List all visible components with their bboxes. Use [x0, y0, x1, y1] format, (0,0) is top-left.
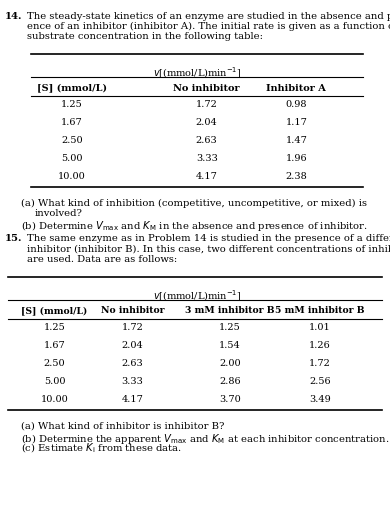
- Text: The steady-state kinetics of an enzyme are studied in the absence and pres-: The steady-state kinetics of an enzyme a…: [27, 12, 390, 21]
- Text: No inhibitor: No inhibitor: [101, 306, 164, 316]
- Text: 1.72: 1.72: [196, 101, 218, 110]
- Text: [S] (mmol/L): [S] (mmol/L): [37, 84, 107, 93]
- Text: (a) What kind of inhibitor is inhibitor B?: (a) What kind of inhibitor is inhibitor …: [21, 421, 225, 431]
- Text: 5 mM inhibitor B: 5 mM inhibitor B: [275, 306, 365, 316]
- Text: 15.: 15.: [5, 235, 22, 243]
- Text: 1.67: 1.67: [44, 341, 66, 350]
- Text: 14.: 14.: [5, 12, 22, 21]
- Text: 1.67: 1.67: [61, 119, 83, 128]
- Text: [S] (mmol/L): [S] (mmol/L): [21, 306, 88, 316]
- Text: 3.33: 3.33: [196, 154, 218, 163]
- Text: 2.63: 2.63: [196, 136, 218, 145]
- Text: 1.25: 1.25: [44, 323, 66, 333]
- Text: 5.00: 5.00: [61, 154, 83, 163]
- Text: 2.50: 2.50: [61, 136, 83, 145]
- Text: 2.38: 2.38: [285, 172, 307, 181]
- Text: 1.17: 1.17: [285, 119, 307, 128]
- Text: $v$[(mmol/L)min$^{-1}$]: $v$[(mmol/L)min$^{-1}$]: [153, 288, 241, 304]
- Text: 4.17: 4.17: [196, 172, 218, 181]
- Text: inhibitor (inhibitor B). In this case, two different concentrations of inhibitor: inhibitor (inhibitor B). In this case, t…: [27, 245, 390, 253]
- Text: 2.63: 2.63: [122, 359, 144, 368]
- Text: 2.04: 2.04: [122, 341, 144, 350]
- Text: 2.50: 2.50: [44, 359, 66, 368]
- Text: 1.96: 1.96: [285, 154, 307, 163]
- Text: 3.49: 3.49: [309, 395, 331, 404]
- Text: ence of an inhibitor (inhibitor A). The initial rate is given as a function of: ence of an inhibitor (inhibitor A). The …: [27, 22, 390, 31]
- Text: (a) What kind of inhibition (competitive, uncompetitive, or mixed) is: (a) What kind of inhibition (competitive…: [21, 199, 367, 208]
- Text: 1.25: 1.25: [219, 323, 241, 333]
- Text: $v$[(mmol/L)min$^{-1}$]: $v$[(mmol/L)min$^{-1}$]: [153, 66, 241, 81]
- Text: substrate concentration in the following table:: substrate concentration in the following…: [27, 32, 262, 41]
- Text: 1.01: 1.01: [309, 323, 331, 333]
- Text: 3.33: 3.33: [122, 377, 144, 386]
- Text: 2.00: 2.00: [219, 359, 241, 368]
- Text: 10.00: 10.00: [58, 172, 86, 181]
- Text: 2.04: 2.04: [196, 119, 218, 128]
- Text: 1.47: 1.47: [285, 136, 307, 145]
- Text: 3 mM inhibitor B: 3 mM inhibitor B: [185, 306, 275, 316]
- Text: 1.72: 1.72: [309, 359, 331, 368]
- Text: (b) Determine $V_\mathrm{max}$ and $K_\mathrm{M}$ in the absence and presence of: (b) Determine $V_\mathrm{max}$ and $K_\m…: [21, 219, 369, 233]
- Text: Inhibitor A: Inhibitor A: [266, 84, 326, 93]
- Text: 1.54: 1.54: [219, 341, 241, 350]
- Text: 1.25: 1.25: [61, 101, 83, 110]
- Text: are used. Data are as follows:: are used. Data are as follows:: [27, 255, 177, 264]
- Text: 3.70: 3.70: [219, 395, 241, 404]
- Text: (b) Determine the apparent $V_\mathrm{max}$ and $K_\mathrm{M}$ at each inhibitor: (b) Determine the apparent $V_\mathrm{ma…: [21, 432, 390, 446]
- Text: 2.56: 2.56: [309, 377, 331, 386]
- Text: 1.72: 1.72: [122, 323, 144, 333]
- Text: 1.26: 1.26: [309, 341, 331, 350]
- Text: The same enzyme as in Problem 14 is studied in the presence of a different: The same enzyme as in Problem 14 is stud…: [27, 235, 390, 243]
- Text: 4.17: 4.17: [122, 395, 144, 404]
- Text: 5.00: 5.00: [44, 377, 66, 386]
- Text: involved?: involved?: [35, 209, 83, 218]
- Text: 2.86: 2.86: [219, 377, 241, 386]
- Text: 0.98: 0.98: [285, 101, 307, 110]
- Text: 10.00: 10.00: [41, 395, 69, 404]
- Text: (c) Estimate $K_\mathrm{i}$ from these data.: (c) Estimate $K_\mathrm{i}$ from these d…: [21, 442, 183, 455]
- Text: No inhibitor: No inhibitor: [174, 84, 240, 93]
